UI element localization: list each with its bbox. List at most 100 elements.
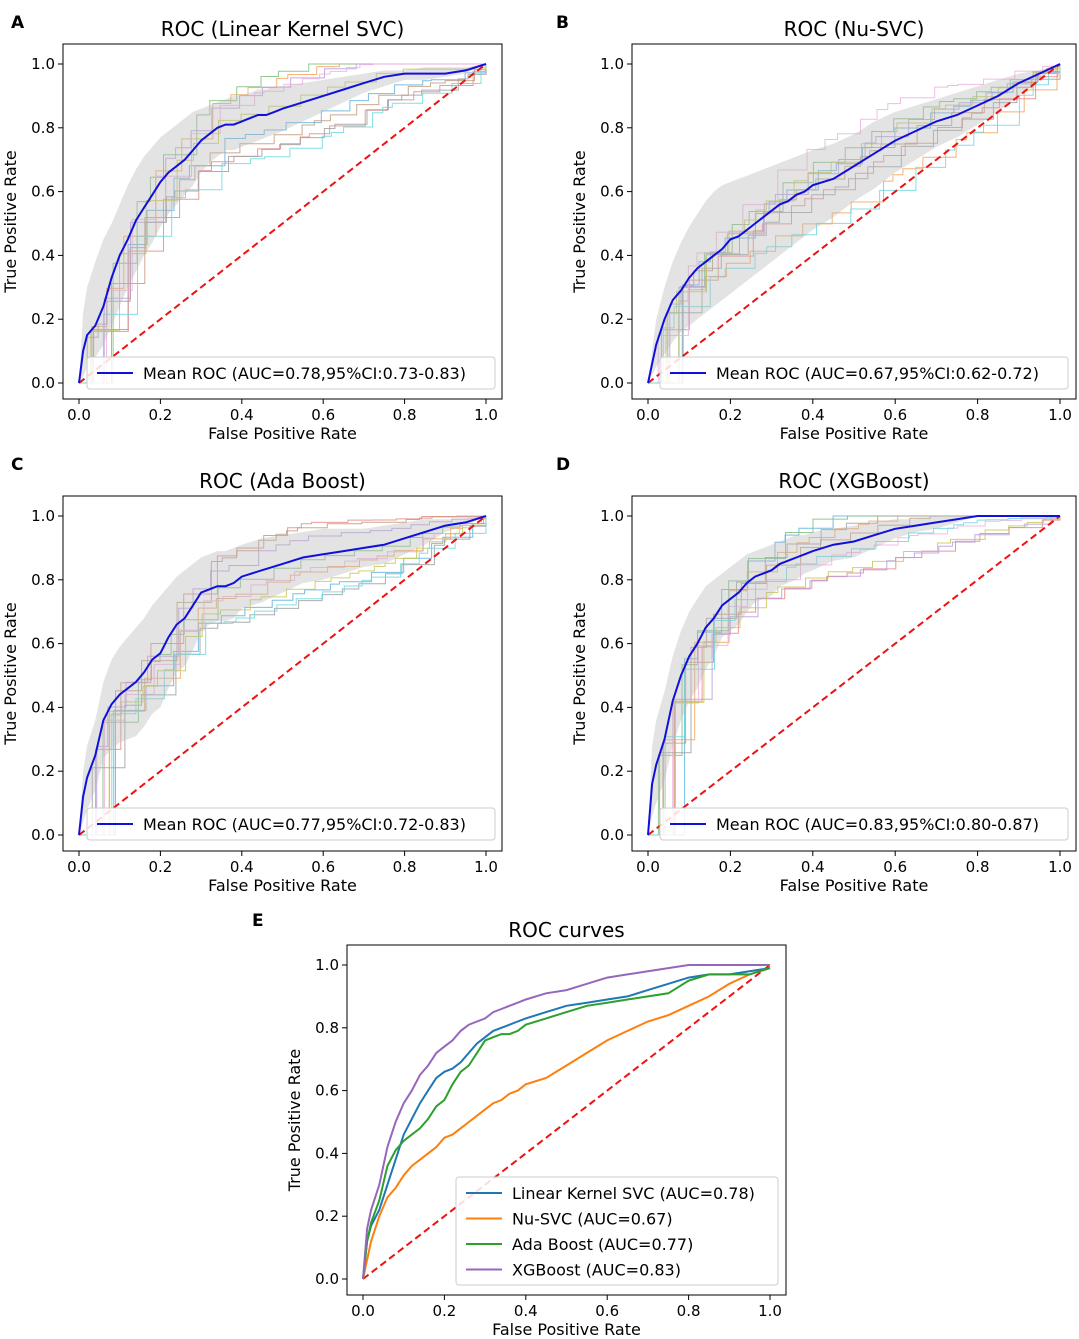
panel-letter: D — [556, 455, 570, 475]
y-tick-label: 0.6 — [600, 635, 624, 653]
fold-roc-curve — [79, 515, 487, 836]
panel-e: E ROC curves 0.0 0.2 0.4 0.6 0.8 1.0 0.0 0.2 0.4 0.… — [252, 911, 787, 1339]
y-tick-label: 1.0 — [31, 507, 55, 525]
y-tick-label: 0.8 — [315, 1019, 339, 1037]
fold-roc-curve — [79, 64, 487, 384]
y-tick-label: 0.8 — [600, 119, 624, 137]
fold-roc-curve — [79, 516, 487, 836]
chance-line — [647, 515, 1061, 836]
axes-frame — [62, 495, 503, 852]
chart-title: ROC (Linear Kernel SVC) — [161, 17, 405, 41]
x-tick-label: 0.2 — [718, 858, 742, 876]
fold-roc-curve — [648, 64, 1061, 384]
legend: Linear Kernel SVC (AUC=0.78) Nu-SVC (AUC=… — [455, 1176, 779, 1286]
x-tick-label: 1.0 — [474, 406, 498, 424]
y-tick-label: 0.2 — [600, 762, 624, 780]
chance-line — [78, 63, 487, 384]
legend: Mean ROC (AUC=0.83,95%CI:0.80-0.87) — [659, 807, 1069, 841]
axes-frame — [62, 43, 503, 400]
y-tick-label: 0.4 — [315, 1144, 339, 1162]
legend-box — [86, 807, 496, 841]
y-tick-label: 0.4 — [600, 246, 624, 264]
x-tick-label: 0.0 — [67, 858, 91, 876]
legend: Mean ROC (AUC=0.67,95%CI:0.62-0.72) — [659, 356, 1069, 390]
y-tick-label: 0.2 — [315, 1207, 339, 1225]
legend-label: XGBoost (AUC=0.83) — [512, 1261, 681, 1280]
y-axis-label: True Positive Rate — [570, 602, 589, 746]
plot-area — [647, 515, 1061, 836]
x-tick-label: 0.0 — [67, 406, 91, 424]
fold-roc-curve — [648, 64, 1061, 384]
confidence-band — [79, 516, 486, 835]
fold-roc-curve — [79, 516, 487, 836]
panel-a: A ROC (Linear Kernel SVC) 0.0 0.2 0.4 0.6 0.8 1… — [1, 13, 503, 443]
chart-title: ROC curves — [508, 918, 624, 942]
y-tick-label: 0.6 — [31, 635, 55, 653]
x-axis-label: False Positive Rate — [780, 424, 929, 443]
y-axis-label: True Positive Rate — [1, 602, 20, 746]
mean-roc-line — [647, 63, 1061, 384]
y-tick-label: 1.0 — [31, 55, 55, 73]
fold-roc-curve — [648, 516, 1061, 836]
fold-roc-curve — [648, 515, 1060, 836]
fold-roc-curve — [79, 516, 487, 836]
y-tick-label: 0.6 — [600, 183, 624, 201]
axes-frame — [631, 43, 1077, 400]
x-tick-label: 0.8 — [966, 406, 990, 424]
y-tick-label: 1.0 — [600, 55, 624, 73]
y-tick-label: 0.4 — [31, 698, 55, 716]
fold-roc-curve — [79, 516, 487, 836]
x-tick-label: 0.2 — [148, 858, 172, 876]
x-tick-label: 0.8 — [677, 1302, 701, 1320]
x-tick-label: 0.4 — [801, 858, 825, 876]
axes-frame — [346, 944, 787, 1296]
y-tick-label: 0.0 — [600, 374, 624, 392]
legend-box — [659, 807, 1069, 841]
y-tick-label: 0.0 — [31, 826, 55, 844]
y-tick-label: 0.6 — [31, 183, 55, 201]
legend-box — [86, 356, 496, 390]
panel-b: B ROC (Nu-SVC) 0.0 0.2 0.4 0.6 0.8 1.0 0.0 0.2 0.4… — [556, 13, 1077, 443]
legend-label: Mean ROC (AUC=0.67,95%CI:0.62-0.72) — [716, 364, 1039, 383]
series-line-2 — [362, 967, 771, 1280]
x-tick-label: 1.0 — [1048, 406, 1072, 424]
y-axis-label: True Positive Rate — [570, 150, 589, 294]
plot-area — [78, 515, 487, 836]
y-tick-label: 0.2 — [31, 762, 55, 780]
fold-roc-curve — [79, 516, 487, 836]
series-line-3 — [362, 964, 770, 1280]
x-tick-label: 0.6 — [883, 406, 907, 424]
y-axis-label: True Positive Rate — [285, 1049, 304, 1193]
y-tick-label: 0.2 — [600, 310, 624, 328]
mean-roc-line — [78, 515, 487, 836]
plot-area — [362, 964, 771, 1280]
mean-roc-line — [647, 515, 1060, 836]
fold-roc-curve — [648, 64, 1061, 384]
x-tick-label: 0.4 — [514, 1302, 538, 1320]
legend: Mean ROC (AUC=0.77,95%CI:0.72-0.83) — [86, 807, 496, 841]
x-tick-label: 0.8 — [393, 858, 417, 876]
x-tick-label: 1.0 — [474, 858, 498, 876]
panel-letter: E — [252, 911, 264, 931]
x-axis-label: False Positive Rate — [780, 876, 929, 895]
x-tick-label: 0.6 — [883, 858, 907, 876]
chance-line — [647, 63, 1061, 384]
x-tick-label: 0.6 — [311, 406, 335, 424]
y-axis-label: True Positive Rate — [1, 150, 20, 294]
y-tick-label: 0.0 — [31, 374, 55, 392]
x-tick-label: 0.0 — [636, 858, 660, 876]
confidence-band — [648, 516, 1060, 835]
y-tick-label: 0.8 — [31, 119, 55, 137]
panel-letter: C — [11, 455, 23, 475]
y-tick-label: 0.6 — [315, 1082, 339, 1100]
fold-roc-curve — [79, 64, 487, 384]
plot-area — [78, 63, 487, 384]
y-tick-label: 0.4 — [600, 698, 624, 716]
fold-roc-curve — [648, 64, 1061, 384]
x-axis-label: False Positive Rate — [208, 876, 357, 895]
fold-roc-curve — [648, 515, 1061, 836]
x-tick-label: 1.0 — [758, 1302, 782, 1320]
legend-label: Mean ROC (AUC=0.78,95%CI:0.73-0.83) — [143, 364, 466, 383]
y-tick-label: 0.0 — [600, 826, 624, 844]
